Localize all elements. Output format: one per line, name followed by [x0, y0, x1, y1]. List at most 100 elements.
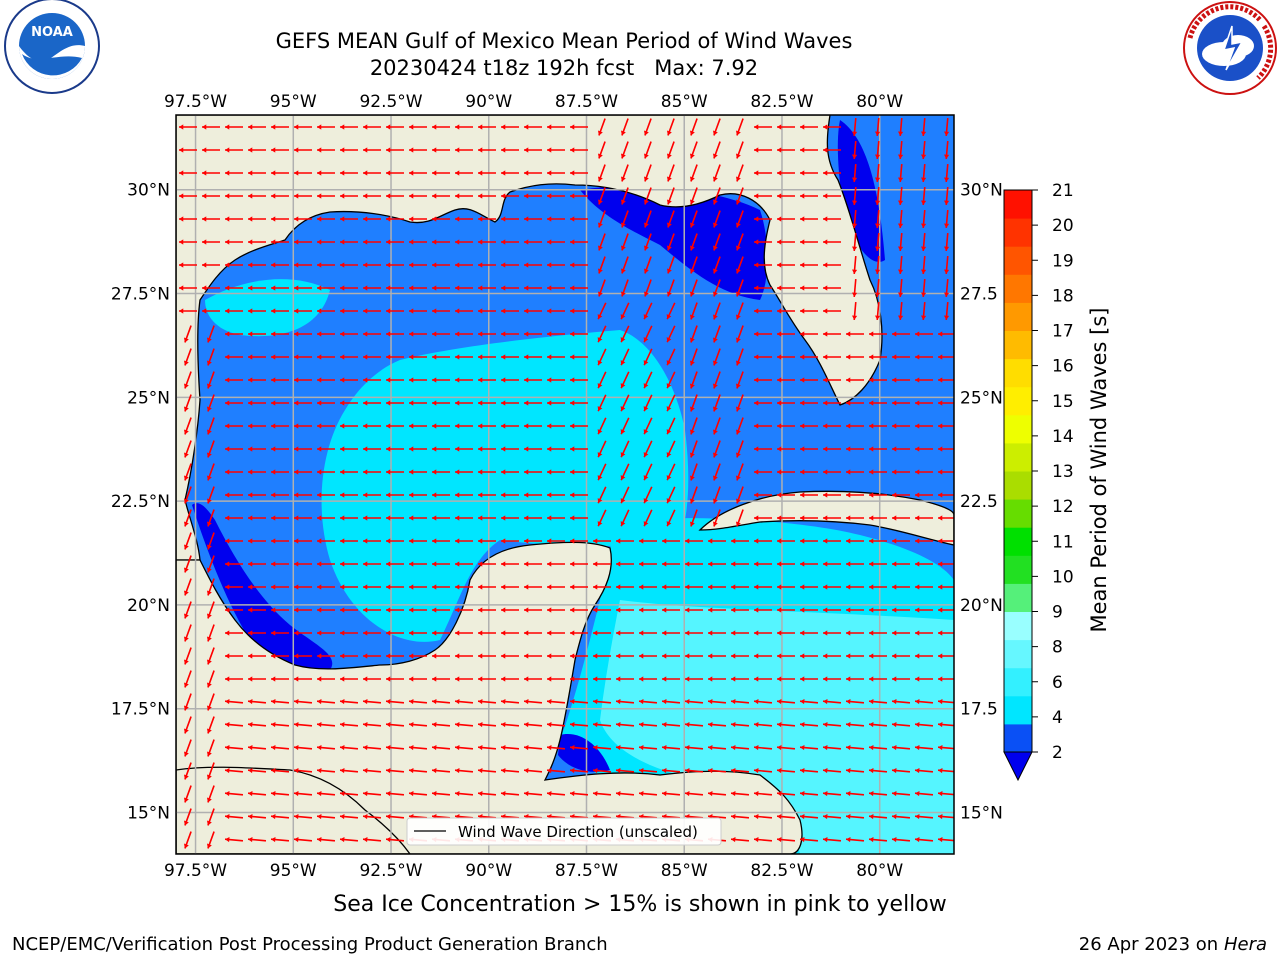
direction-arrow-124 [689, 187, 698, 205]
direction-arrow-350 [409, 354, 427, 360]
direction-arrow-277 [294, 308, 312, 314]
direction-arrow-23 [712, 118, 721, 136]
direction-arrow-607 [846, 515, 864, 521]
direction-arrow-645 [938, 538, 954, 544]
direction-arrow-1027 [339, 814, 359, 820]
direction-arrow-159 [712, 210, 721, 228]
y-tick-left-6: 15°N [127, 803, 170, 823]
direction-arrow-4 [271, 124, 289, 130]
direction-arrow-705 [754, 584, 772, 590]
direction-arrow-415 [340, 400, 358, 406]
direction-arrow-78 [409, 170, 427, 176]
direction-arrow-808 [777, 653, 795, 659]
direction-arrow-5 [294, 124, 312, 130]
direction-arrow-405 [892, 377, 910, 383]
direction-arrow-664 [593, 561, 611, 567]
direction-arrow-900 [546, 722, 566, 728]
direction-arrow-257 [620, 279, 629, 297]
direction-arrow-485 [386, 446, 404, 452]
direction-arrow-86 [597, 164, 606, 182]
direction-arrow-851 [206, 693, 215, 711]
direction-arrow-459 [570, 423, 588, 429]
direction-arrow-416 [363, 400, 381, 406]
direction-arrow-905 [661, 722, 681, 728]
direction-arrow-206 [225, 262, 243, 268]
direction-arrow-410 [225, 400, 243, 406]
direction-arrow-476 [183, 440, 192, 458]
direction-arrow-364 [735, 348, 744, 366]
direction-arrow-574 [869, 492, 887, 498]
direction-arrow-545 [206, 486, 215, 504]
x-tick-top-7: 80°W [856, 92, 903, 112]
direction-arrow-860 [408, 699, 428, 705]
direction-arrow-83 [524, 170, 542, 176]
direction-arrow-363 [712, 348, 721, 366]
direction-arrow-833 [570, 676, 588, 682]
direction-arrow-579 [206, 509, 215, 527]
direction-arrow-140 [271, 216, 289, 222]
direction-arrow-149 [478, 216, 496, 222]
direction-arrow-587 [386, 515, 404, 521]
direction-arrow-318 [455, 331, 473, 337]
direction-arrow-305 [944, 301, 950, 321]
direction-arrow-189 [620, 233, 629, 251]
direction-arrow-1011 [753, 791, 773, 797]
direction-arrow-412 [271, 400, 289, 406]
direction-arrow-643 [892, 538, 910, 544]
direction-arrow-747 [938, 607, 954, 613]
direction-arrow-242 [271, 285, 289, 291]
direction-arrow-1047 [799, 814, 819, 820]
direction-arrow-361 [666, 348, 676, 366]
direction-arrow-836 [639, 676, 657, 682]
direction-arrow-534 [735, 463, 744, 481]
direction-arrow-1053 [937, 814, 954, 820]
direction-arrow-895 [431, 722, 451, 728]
direction-arrow-66 [921, 140, 927, 160]
direction-arrow-511 [206, 463, 215, 481]
direction-arrow-804 [685, 653, 703, 659]
direction-arrow-652 [317, 561, 335, 567]
direction-arrow-288 [547, 308, 565, 314]
direction-arrow-647 [206, 555, 215, 573]
direction-arrow-953 [206, 762, 215, 780]
direction-arrow-362 [689, 348, 698, 366]
direction-arrow-1015 [845, 791, 865, 797]
direction-arrow-811 [846, 653, 864, 659]
direction-arrow-93 [754, 170, 772, 176]
direction-arrow-845 [846, 676, 864, 682]
direction-arrow-246 [363, 285, 381, 291]
direction-arrow-253 [524, 285, 542, 291]
direction-arrow-817 [206, 670, 215, 688]
direction-arrow-858 [362, 699, 382, 705]
direction-arrow-248 [409, 285, 427, 291]
direction-arrow-489 [478, 446, 496, 452]
colorbar: 2 4 6 8 9 10 11 12 13 14 15 16 17 18 19 20 21 [1003, 181, 1074, 782]
direction-arrow-878 [822, 699, 842, 705]
direction-arrow-789 [340, 653, 358, 659]
direction-arrow-869 [615, 699, 635, 705]
colorbar-tick-15: 20 [1052, 216, 1074, 236]
direction-arrow-1020 [183, 808, 192, 826]
direction-arrow-304 [921, 301, 927, 321]
direction-arrow-583 [294, 515, 312, 521]
direction-arrow-278 [317, 308, 335, 314]
direction-arrow-113 [432, 193, 450, 199]
direction-arrow-1081 [799, 837, 819, 843]
direction-arrow-564 [643, 486, 653, 504]
direction-arrow-972 [638, 768, 658, 774]
direction-arrow-272 [179, 308, 197, 314]
direction-arrow-835 [616, 676, 634, 682]
direction-arrow-1003 [569, 791, 589, 797]
x-tick-bottom-1: 95°W [270, 861, 317, 881]
direction-arrow-782 [183, 647, 192, 665]
direction-arrow-387 [478, 377, 496, 383]
direction-arrow-276 [271, 308, 289, 314]
direction-arrow-414 [317, 400, 335, 406]
direction-arrow-383 [386, 377, 404, 383]
noaa-logo: NOAA [4, 0, 100, 94]
direction-arrow-59 [754, 147, 772, 153]
direction-arrow-76 [363, 170, 381, 176]
direction-arrow-201 [898, 232, 904, 252]
direction-arrow-898 [500, 722, 520, 728]
direction-arrow-296 [735, 302, 744, 320]
